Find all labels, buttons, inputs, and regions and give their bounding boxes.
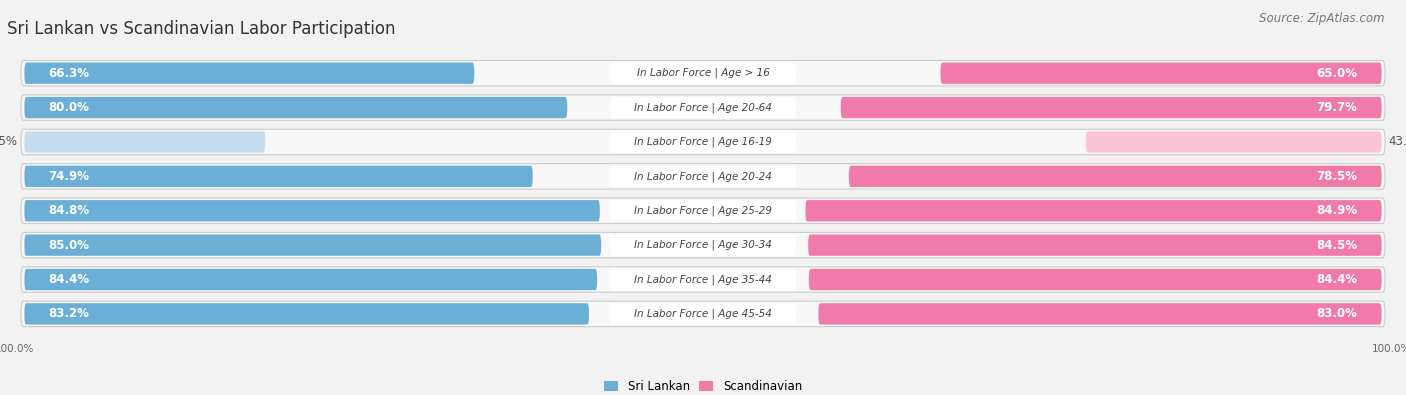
Text: Sri Lankan vs Scandinavian Labor Participation: Sri Lankan vs Scandinavian Labor Partici… (7, 19, 395, 38)
FancyBboxPatch shape (610, 269, 796, 290)
FancyBboxPatch shape (24, 303, 589, 325)
Text: 79.7%: 79.7% (1316, 101, 1358, 114)
Text: Source: ZipAtlas.com: Source: ZipAtlas.com (1260, 12, 1385, 25)
FancyBboxPatch shape (21, 198, 1385, 224)
FancyBboxPatch shape (818, 303, 1382, 325)
FancyBboxPatch shape (21, 267, 1385, 292)
Text: 84.8%: 84.8% (48, 204, 90, 217)
Text: In Labor Force | Age 20-64: In Labor Force | Age 20-64 (634, 102, 772, 113)
FancyBboxPatch shape (610, 97, 796, 118)
Text: 43.6%: 43.6% (1389, 135, 1406, 149)
FancyBboxPatch shape (610, 131, 796, 152)
FancyBboxPatch shape (610, 200, 796, 222)
FancyBboxPatch shape (841, 97, 1382, 118)
FancyBboxPatch shape (24, 131, 266, 152)
Text: 83.2%: 83.2% (48, 307, 90, 320)
FancyBboxPatch shape (610, 235, 796, 256)
Legend: Sri Lankan, Scandinavian: Sri Lankan, Scandinavian (599, 376, 807, 395)
FancyBboxPatch shape (1085, 131, 1382, 152)
Text: 84.9%: 84.9% (1316, 204, 1358, 217)
Text: In Labor Force | Age 45-54: In Labor Force | Age 45-54 (634, 308, 772, 319)
Text: 83.0%: 83.0% (1316, 307, 1358, 320)
FancyBboxPatch shape (806, 200, 1382, 222)
Text: 84.5%: 84.5% (1316, 239, 1358, 252)
FancyBboxPatch shape (24, 235, 602, 256)
FancyBboxPatch shape (610, 62, 796, 84)
Text: In Labor Force | Age > 16: In Labor Force | Age > 16 (637, 68, 769, 79)
FancyBboxPatch shape (24, 200, 600, 222)
Text: 65.0%: 65.0% (1316, 67, 1358, 80)
FancyBboxPatch shape (21, 301, 1385, 327)
FancyBboxPatch shape (21, 95, 1385, 120)
FancyBboxPatch shape (24, 269, 598, 290)
Text: 78.5%: 78.5% (1316, 170, 1358, 183)
FancyBboxPatch shape (24, 97, 567, 118)
Text: 84.4%: 84.4% (48, 273, 90, 286)
Text: In Labor Force | Age 25-29: In Labor Force | Age 25-29 (634, 205, 772, 216)
FancyBboxPatch shape (24, 166, 533, 187)
FancyBboxPatch shape (21, 164, 1385, 189)
Text: 74.9%: 74.9% (48, 170, 90, 183)
FancyBboxPatch shape (610, 166, 796, 187)
FancyBboxPatch shape (21, 129, 1385, 155)
FancyBboxPatch shape (21, 60, 1385, 86)
Text: In Labor Force | Age 35-44: In Labor Force | Age 35-44 (634, 274, 772, 285)
FancyBboxPatch shape (21, 232, 1385, 258)
Text: In Labor Force | Age 16-19: In Labor Force | Age 16-19 (634, 137, 772, 147)
FancyBboxPatch shape (941, 62, 1382, 84)
FancyBboxPatch shape (849, 166, 1382, 187)
Text: 80.0%: 80.0% (48, 101, 90, 114)
FancyBboxPatch shape (24, 62, 474, 84)
Text: 84.4%: 84.4% (1316, 273, 1358, 286)
Text: 85.0%: 85.0% (48, 239, 90, 252)
Text: In Labor Force | Age 30-34: In Labor Force | Age 30-34 (634, 240, 772, 250)
FancyBboxPatch shape (808, 269, 1382, 290)
FancyBboxPatch shape (610, 303, 796, 325)
Text: 35.5%: 35.5% (0, 135, 17, 149)
Text: 66.3%: 66.3% (48, 67, 90, 80)
Text: In Labor Force | Age 20-24: In Labor Force | Age 20-24 (634, 171, 772, 182)
FancyBboxPatch shape (808, 235, 1382, 256)
